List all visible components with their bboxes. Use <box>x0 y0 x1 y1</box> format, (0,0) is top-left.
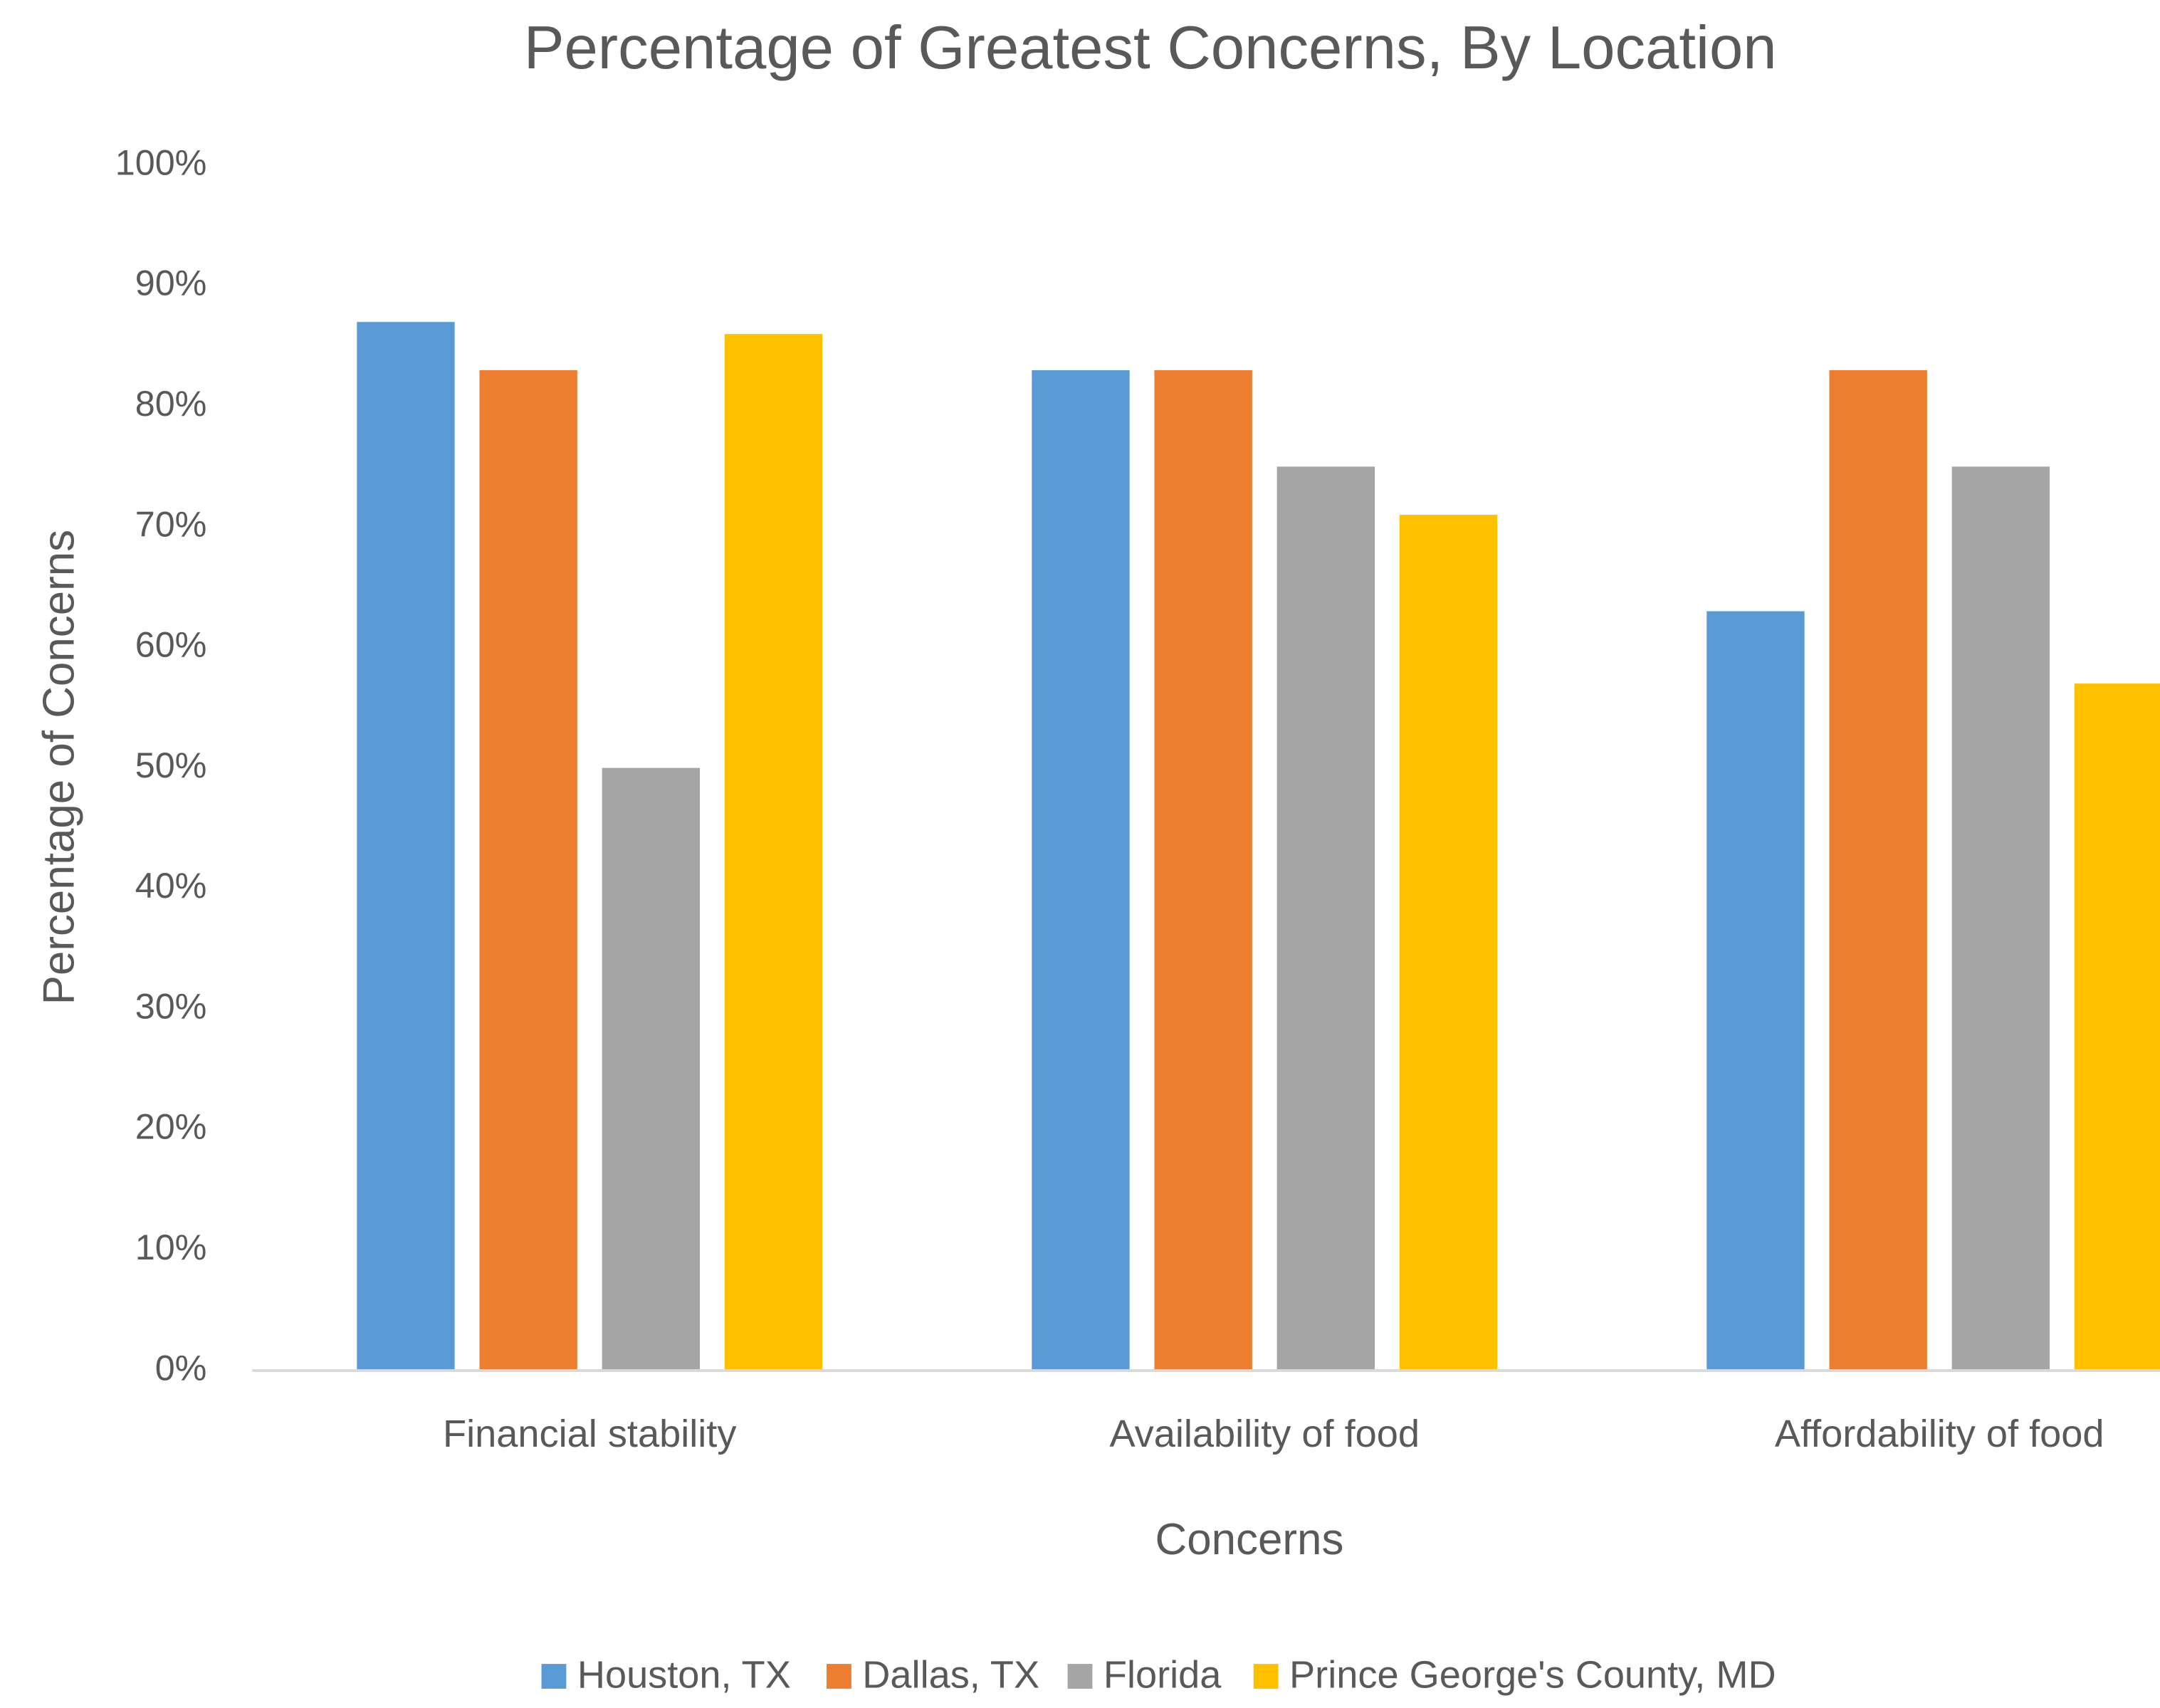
bar <box>1399 515 1498 1371</box>
legend-label: Florida <box>1103 1654 1222 1697</box>
bar <box>602 767 701 1371</box>
legend-swatch <box>827 1664 851 1689</box>
bar <box>1154 370 1252 1371</box>
bar <box>2074 683 2160 1371</box>
legend-label: Houston, TX <box>577 1654 791 1697</box>
x-tick-label: Affordability of food <box>1775 1413 2104 1455</box>
bar <box>1706 611 1805 1371</box>
bar <box>479 370 577 1371</box>
bar <box>1032 370 1130 1371</box>
legend-label: Dallas, TX <box>862 1654 1039 1697</box>
bar <box>724 334 823 1371</box>
x-tick-label: Financial stability <box>443 1413 736 1455</box>
bar <box>357 322 455 1371</box>
legend-swatch <box>1253 1664 1279 1689</box>
bar <box>1951 466 2050 1371</box>
bar <box>1276 466 1375 1371</box>
chart-title: Percentage of Greatest Concerns, By Loca… <box>524 14 1777 82</box>
y-axis-label: Percentage of Concerns <box>35 530 84 1005</box>
legend-swatch <box>541 1664 567 1689</box>
y-tick-label: 30% <box>135 985 207 1026</box>
x-tick-label: Availability of food <box>1109 1413 1420 1455</box>
y-tick-label: 10% <box>135 1227 207 1267</box>
x-axis-label: Concerns <box>1155 1515 1344 1564</box>
legend-label: Prince George's County, MD <box>1289 1654 1776 1697</box>
y-tick-label: 50% <box>135 745 207 785</box>
bar <box>1829 370 1927 1371</box>
y-tick-label: 100% <box>115 142 207 182</box>
legend-swatch <box>1067 1664 1093 1689</box>
y-tick-label: 20% <box>135 1106 207 1147</box>
y-tick-label: 90% <box>135 263 207 303</box>
y-tick-label: 0% <box>155 1347 207 1388</box>
y-tick-label: 40% <box>135 865 207 906</box>
y-tick-label: 60% <box>135 624 207 665</box>
y-tick-label: 80% <box>135 383 207 424</box>
y-tick-label: 70% <box>135 503 207 544</box>
